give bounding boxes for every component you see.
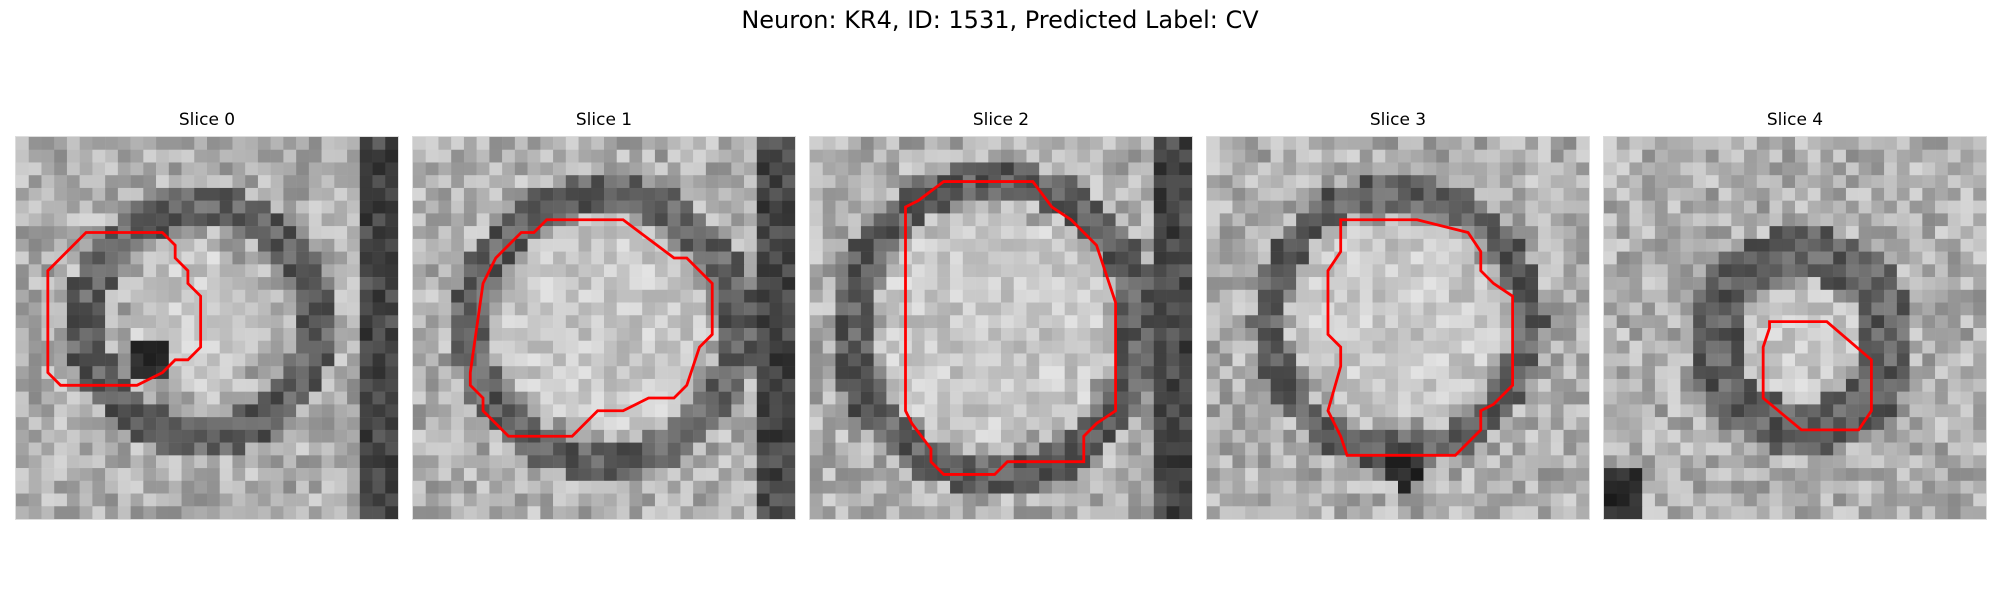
slice-title-3: Slice 3 <box>1369 110 1427 130</box>
slice-panel-2: Slice 2 <box>809 108 1193 520</box>
slice-title-1: Slice 1 <box>575 110 633 130</box>
slice-title-2: Slice 2 <box>972 110 1030 130</box>
segmentation-outline <box>1326 218 1515 457</box>
segmentation-outline <box>904 180 1118 476</box>
slice-pixel-grid <box>16 137 398 519</box>
slice-pixel-grid <box>413 137 795 519</box>
slice-title-0: Slice 0 <box>178 110 236 130</box>
slice-svg-2 <box>810 137 1192 519</box>
segmentation-outline <box>46 231 203 387</box>
segmentation-outline <box>1761 320 1873 432</box>
slice-image-3 <box>1206 136 1590 520</box>
slice-image-4 <box>1603 136 1987 520</box>
slice-svg-0 <box>16 137 398 519</box>
slice-svg-1 <box>413 137 795 519</box>
slice-svg-3 <box>1207 137 1589 519</box>
slice-image-1 <box>412 136 796 520</box>
slice-pixel-grid <box>1207 137 1589 519</box>
slice-panel-0: Slice 0 <box>15 108 399 520</box>
slice-image-2 <box>809 136 1193 520</box>
slice-panel-1: Slice 1 <box>412 108 796 520</box>
slice-pixel-grid <box>1604 137 1986 519</box>
slice-panel-3: Slice 3 <box>1206 108 1590 520</box>
slice-svg-4 <box>1604 137 1986 519</box>
slice-title-4: Slice 4 <box>1766 110 1824 130</box>
slice-image-0 <box>15 136 399 520</box>
segmentation-outline <box>468 218 714 438</box>
figure-title: Neuron: KR4, ID: 1531, Predicted Label: … <box>741 6 1259 34</box>
slice-pixel-grid <box>810 137 1192 519</box>
slice-panel-4: Slice 4 <box>1603 108 1987 520</box>
